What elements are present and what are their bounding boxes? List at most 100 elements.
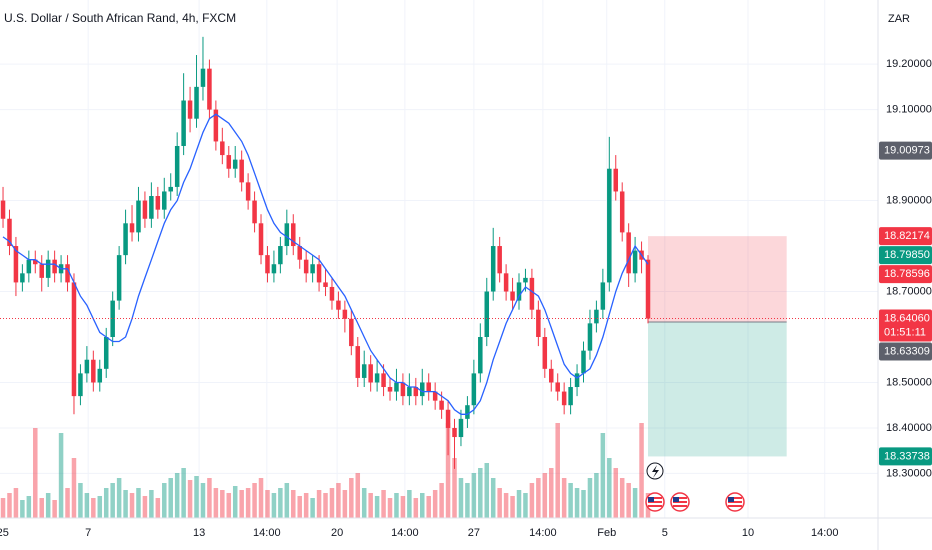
candle-body — [426, 382, 431, 392]
flag-icon — [725, 492, 745, 512]
volume-bar — [278, 488, 283, 518]
candle-body — [381, 373, 386, 388]
volume-bar — [452, 458, 457, 518]
candle-body — [420, 382, 425, 397]
volume-bar — [207, 478, 212, 518]
candle-body — [484, 291, 490, 337]
volume-bar — [13, 488, 19, 518]
volume-bar — [536, 478, 541, 518]
y-tick-label: 18.30000 — [886, 467, 932, 479]
candle-body — [33, 259, 38, 265]
flag-icon — [670, 492, 690, 512]
candle-body — [355, 346, 361, 378]
candle-body — [400, 382, 406, 397]
volume-bar — [574, 488, 580, 518]
candle-body — [368, 364, 373, 383]
volume-bar — [600, 433, 606, 518]
candle-body — [632, 250, 638, 274]
candle-body — [561, 391, 567, 406]
candle-body — [265, 255, 270, 274]
volume-bar — [581, 490, 586, 518]
candle-body — [607, 168, 612, 283]
volume-bar — [142, 496, 148, 518]
volume-bar — [484, 463, 490, 518]
volume-bar — [432, 490, 438, 518]
volume-bar — [516, 490, 522, 518]
volume-bar — [542, 473, 548, 518]
volume-bar — [374, 496, 380, 518]
candle-body — [239, 159, 244, 183]
volume-bar — [613, 468, 619, 518]
volume-bar — [200, 483, 206, 518]
candle-body — [568, 387, 573, 406]
x-tick-label: 5 — [662, 527, 668, 539]
volume-bar — [323, 493, 328, 518]
volume-bar — [439, 483, 444, 518]
candle-body — [439, 400, 444, 410]
candle-body — [323, 282, 328, 287]
event-icon-bolt — [652, 465, 659, 478]
volume-bar — [329, 488, 335, 518]
candle-body — [445, 409, 451, 428]
candle-body — [374, 373, 380, 383]
volume-layer — [0, 423, 651, 518]
candle-body — [536, 309, 541, 337]
chart-title: U.S. Dollar / South African Rand, 4h, FX… — [4, 11, 236, 25]
price-label-box — [879, 447, 932, 466]
x-tick-label: 20 — [331, 527, 343, 539]
volume-bar — [342, 490, 348, 518]
volume-bar — [245, 488, 251, 518]
candle-body — [142, 200, 148, 219]
y-tick-label: 18.50000 — [886, 376, 932, 388]
volume-bar — [181, 468, 186, 518]
candle-body — [220, 141, 225, 156]
candle-body — [503, 273, 509, 292]
candle-body — [116, 255, 122, 301]
candle-body — [252, 200, 257, 224]
price-label: 18.64060 — [884, 312, 930, 324]
x-tick-label: 7 — [85, 527, 91, 539]
candle-body — [232, 159, 238, 169]
candle-body — [291, 223, 296, 247]
y-tick-label: 18.90000 — [886, 194, 932, 206]
candle-body — [213, 109, 219, 142]
candle-body — [136, 200, 141, 233]
candles-layer — [0, 36, 651, 469]
volume-bar — [187, 480, 193, 518]
candle-body — [342, 309, 348, 319]
volume-bar — [226, 493, 232, 518]
candle-body — [91, 359, 96, 383]
volume-bar — [316, 490, 322, 518]
candle-body — [361, 364, 367, 378]
y-tick-label: 18.40000 — [886, 422, 932, 434]
candle-body — [226, 155, 232, 169]
y-tick-label: 19.10000 — [886, 104, 932, 116]
candle-body — [349, 318, 354, 347]
candle-body — [194, 86, 199, 119]
y-tick-label: 18.70000 — [886, 285, 932, 297]
candle-body — [162, 191, 167, 210]
candle-body — [548, 368, 554, 383]
volume-bar — [232, 486, 238, 518]
volume-bar — [303, 493, 309, 518]
volume-bar — [284, 483, 290, 518]
volume-bar — [471, 473, 477, 518]
candle-body — [26, 259, 32, 274]
price-label-box — [879, 227, 932, 246]
candle-body — [329, 286, 335, 301]
candle-body — [200, 68, 206, 87]
price-axis: 19.20000 19.10000 18.90000 18.70000 18.50000… — [879, 58, 932, 479]
candle-body — [174, 145, 180, 187]
candle-body — [574, 373, 580, 388]
volume-bar — [265, 490, 270, 518]
grid — [0, 0, 878, 518]
volume-bar — [355, 473, 361, 518]
price-label: 18.82174 — [884, 230, 930, 242]
candle-body — [78, 373, 83, 397]
volume-bar — [39, 498, 44, 518]
volume-bar — [123, 490, 128, 518]
volume-bar — [587, 478, 593, 518]
candle-body — [149, 196, 154, 219]
candle-body — [555, 382, 560, 392]
